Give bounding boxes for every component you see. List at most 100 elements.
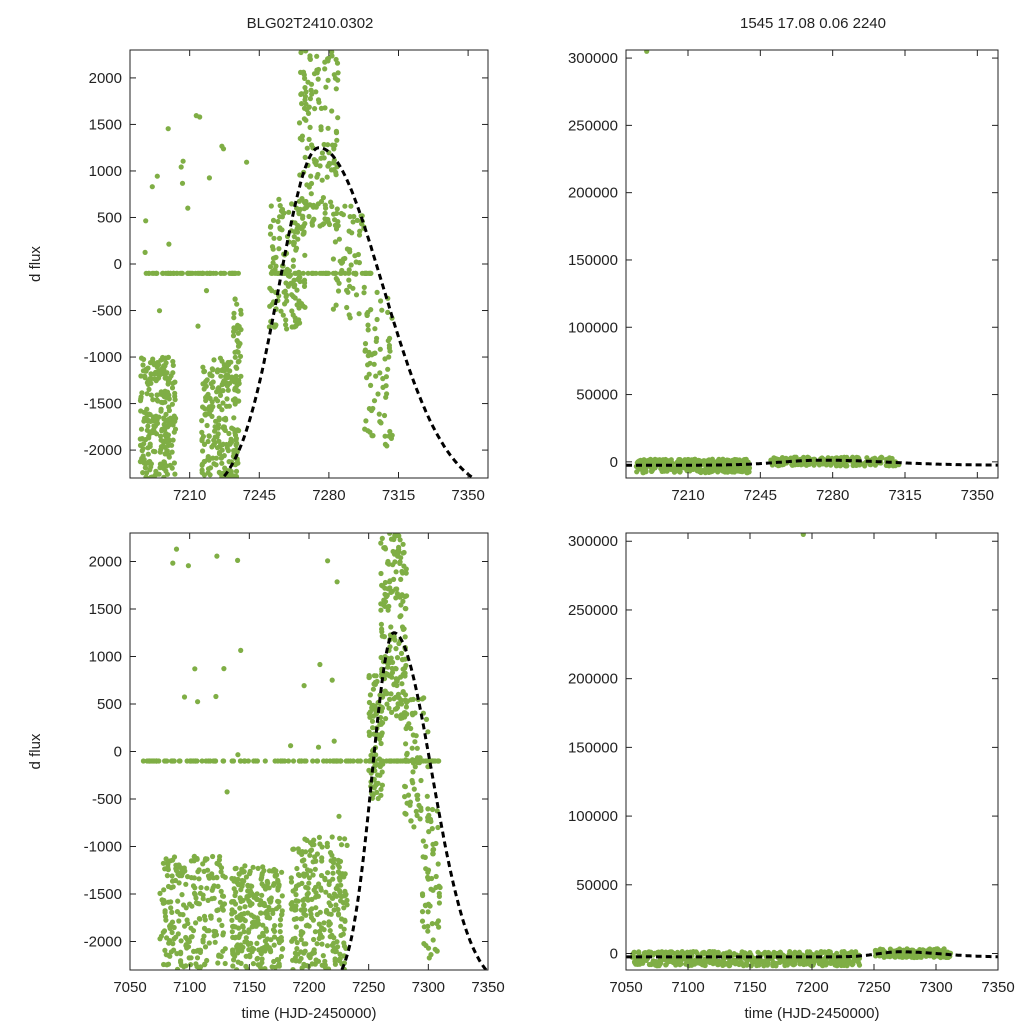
data-point [313, 894, 319, 900]
data-point [423, 866, 429, 872]
data-point [402, 594, 408, 600]
data-point [278, 308, 284, 314]
data-point [147, 443, 153, 449]
data-point [235, 270, 241, 276]
data-point [205, 438, 211, 445]
data-point [397, 559, 403, 565]
data-point [371, 731, 377, 737]
data-point [146, 758, 152, 764]
data-point [147, 375, 153, 382]
y-axis-label: d flux [27, 733, 44, 769]
data-point [218, 869, 224, 875]
data-point [890, 950, 896, 956]
data-point [295, 872, 302, 878]
data-point [156, 414, 162, 420]
data-point [373, 673, 379, 679]
data-point [436, 890, 442, 897]
data-point [208, 381, 214, 387]
data-point [279, 946, 285, 952]
data-point [238, 647, 244, 654]
data-point [778, 950, 784, 957]
data-point [679, 949, 685, 955]
data-point [272, 923, 278, 929]
data-point [393, 666, 399, 672]
data-point [313, 858, 319, 864]
data-point [317, 909, 323, 915]
data-point [630, 951, 636, 957]
data-point [341, 905, 347, 911]
data-point [249, 883, 255, 889]
data-point [346, 228, 352, 234]
data-point [160, 400, 166, 406]
data-point [200, 270, 206, 276]
data-point [316, 834, 322, 841]
data-point [295, 846, 301, 852]
data-point [183, 905, 189, 911]
data-point [313, 905, 319, 911]
data-point [400, 541, 406, 547]
data-point [156, 758, 162, 764]
data-point [237, 341, 243, 347]
data-point [210, 885, 216, 891]
data-point [232, 474, 238, 478]
data-point [241, 758, 247, 764]
data-point [195, 323, 201, 329]
data-point [175, 931, 181, 937]
data-point [385, 366, 391, 372]
data-point [164, 437, 170, 443]
data-point [365, 362, 371, 368]
data-point [188, 955, 194, 961]
data-point [831, 954, 837, 960]
data-point [240, 944, 246, 950]
data-point [161, 961, 167, 968]
data-point [343, 758, 349, 764]
data-point [205, 466, 212, 472]
data-point [151, 423, 157, 429]
data-point [373, 752, 379, 758]
data-point [387, 348, 393, 354]
data-point [713, 950, 719, 956]
data-point [330, 860, 336, 866]
data-point [306, 953, 312, 959]
data-point [219, 460, 225, 466]
data-point [378, 570, 384, 577]
data-point [276, 196, 282, 202]
data-point [195, 900, 201, 907]
data-point [221, 416, 227, 422]
data-point [154, 397, 160, 403]
data-point [351, 213, 357, 220]
data-point [166, 452, 172, 458]
data-point [348, 203, 354, 209]
data-point [434, 948, 440, 954]
data-points [137, 50, 395, 478]
data-point [140, 362, 146, 368]
data-point [171, 758, 177, 764]
data-point [372, 326, 378, 332]
data-point [274, 270, 280, 276]
data-point [391, 696, 397, 702]
data-point [221, 666, 227, 672]
data-point [839, 949, 845, 955]
data-point [394, 713, 400, 719]
data-point [646, 457, 652, 463]
data-point [210, 455, 216, 461]
x-tick-label: 7280 [312, 487, 345, 504]
data-point [170, 884, 176, 890]
data-point [331, 945, 337, 952]
data-point [158, 437, 164, 443]
data-point [362, 341, 369, 347]
data-point [141, 356, 147, 362]
data-point [327, 928, 333, 934]
data-point [378, 621, 384, 627]
data-point [428, 818, 434, 825]
data-point [211, 357, 217, 363]
data-point [329, 142, 336, 148]
data-point [393, 586, 399, 592]
data-point [337, 951, 343, 957]
data-point [173, 862, 179, 868]
data-point [331, 891, 337, 897]
data-point [380, 720, 386, 726]
data-point [193, 961, 199, 967]
data-point [744, 470, 750, 476]
data-point [202, 961, 208, 967]
